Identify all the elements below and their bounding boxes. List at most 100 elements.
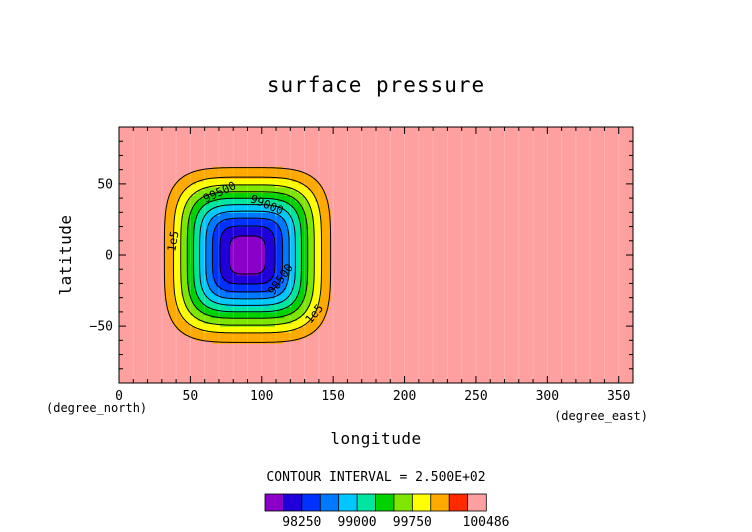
field-cell bbox=[253, 257, 256, 262]
field-cell bbox=[251, 215, 254, 219]
field-cell bbox=[322, 306, 326, 310]
field-cell bbox=[183, 212, 186, 216]
field-cell bbox=[164, 218, 168, 222]
field-cell bbox=[205, 331, 208, 336]
field-cell bbox=[170, 243, 173, 248]
field-cell bbox=[322, 291, 326, 296]
field-cell bbox=[234, 249, 238, 253]
field-cell bbox=[196, 306, 199, 310]
field-cell bbox=[170, 249, 173, 253]
field-cell bbox=[207, 294, 210, 299]
field-cell bbox=[317, 249, 320, 253]
field-cell bbox=[275, 291, 278, 296]
field-cell bbox=[293, 272, 296, 276]
field-cell bbox=[309, 328, 313, 333]
field-cell bbox=[221, 328, 225, 333]
field-cell bbox=[227, 192, 230, 196]
field-cell bbox=[238, 334, 241, 339]
field-cell bbox=[275, 263, 278, 267]
field-cell bbox=[218, 237, 221, 242]
field-cell bbox=[298, 189, 302, 194]
field-cell bbox=[205, 237, 208, 242]
field-cell bbox=[203, 294, 206, 299]
field-cell bbox=[311, 240, 315, 245]
field-cell bbox=[170, 218, 173, 222]
field-cell bbox=[243, 286, 247, 290]
field-cell bbox=[267, 291, 271, 296]
field-cell bbox=[241, 243, 245, 248]
field-cell bbox=[229, 314, 232, 319]
field-cell bbox=[280, 328, 283, 333]
field-cell bbox=[214, 294, 217, 299]
field-cell bbox=[197, 314, 201, 319]
field-cell bbox=[271, 286, 274, 290]
field-cell bbox=[168, 286, 171, 290]
field-cell bbox=[214, 200, 217, 205]
field-cell bbox=[306, 206, 309, 211]
field-cell bbox=[232, 277, 236, 282]
field-cell bbox=[218, 320, 221, 324]
field-cell bbox=[177, 186, 181, 191]
field-cell bbox=[326, 291, 329, 296]
field-cell bbox=[267, 266, 271, 270]
field-cell bbox=[297, 328, 300, 333]
field-cell bbox=[280, 309, 283, 313]
field-cell bbox=[289, 181, 293, 185]
field-cell bbox=[300, 209, 304, 213]
field-cell bbox=[313, 215, 317, 219]
field-cell bbox=[258, 249, 261, 253]
field-cell bbox=[196, 320, 199, 324]
field-cell bbox=[240, 212, 243, 216]
field-cell bbox=[221, 209, 225, 213]
field-cell bbox=[241, 300, 245, 304]
field-cell bbox=[175, 320, 179, 324]
field-cell bbox=[175, 215, 179, 219]
field-cell bbox=[251, 320, 254, 324]
field-cell bbox=[304, 326, 307, 330]
field-cell bbox=[199, 229, 203, 233]
field-cell bbox=[254, 183, 258, 188]
field-cell bbox=[212, 337, 216, 341]
field-cell bbox=[264, 232, 267, 236]
field-cell bbox=[256, 198, 260, 202]
field-cell bbox=[278, 269, 282, 273]
field-cell bbox=[214, 229, 217, 233]
field-cell bbox=[192, 334, 195, 339]
field-cell bbox=[317, 266, 320, 270]
field-cell bbox=[254, 200, 258, 205]
field-cell bbox=[284, 300, 287, 304]
field-cell bbox=[256, 249, 260, 253]
field-cell bbox=[282, 297, 285, 302]
field-cell bbox=[254, 181, 258, 185]
field-cell bbox=[264, 334, 267, 339]
field-cell bbox=[194, 306, 197, 310]
field-cell bbox=[293, 249, 296, 253]
field-cell bbox=[247, 240, 250, 245]
field-cell bbox=[322, 198, 326, 202]
field-cell bbox=[293, 206, 296, 211]
field-cell bbox=[179, 283, 183, 287]
field-cell bbox=[241, 289, 245, 293]
field-cell bbox=[210, 337, 214, 341]
field-cell bbox=[262, 289, 265, 293]
field-cell bbox=[208, 189, 212, 194]
field-cell bbox=[278, 260, 282, 265]
field-cell bbox=[262, 277, 265, 282]
field-cell bbox=[251, 178, 254, 182]
field-cell bbox=[190, 286, 194, 290]
field-cell bbox=[315, 223, 318, 228]
field-cell bbox=[306, 314, 309, 319]
field-cell bbox=[172, 314, 175, 319]
field-cell bbox=[300, 206, 304, 211]
field-cell bbox=[286, 235, 289, 239]
field-cell bbox=[249, 317, 252, 322]
field-cell bbox=[245, 283, 249, 287]
field-cell bbox=[324, 266, 328, 270]
field-cell bbox=[183, 220, 186, 225]
field-cell bbox=[291, 223, 294, 228]
field-cell bbox=[230, 192, 234, 196]
field-cell bbox=[212, 240, 216, 245]
field-cell bbox=[319, 266, 322, 270]
field-cell bbox=[251, 328, 254, 333]
field-cell bbox=[253, 331, 256, 336]
